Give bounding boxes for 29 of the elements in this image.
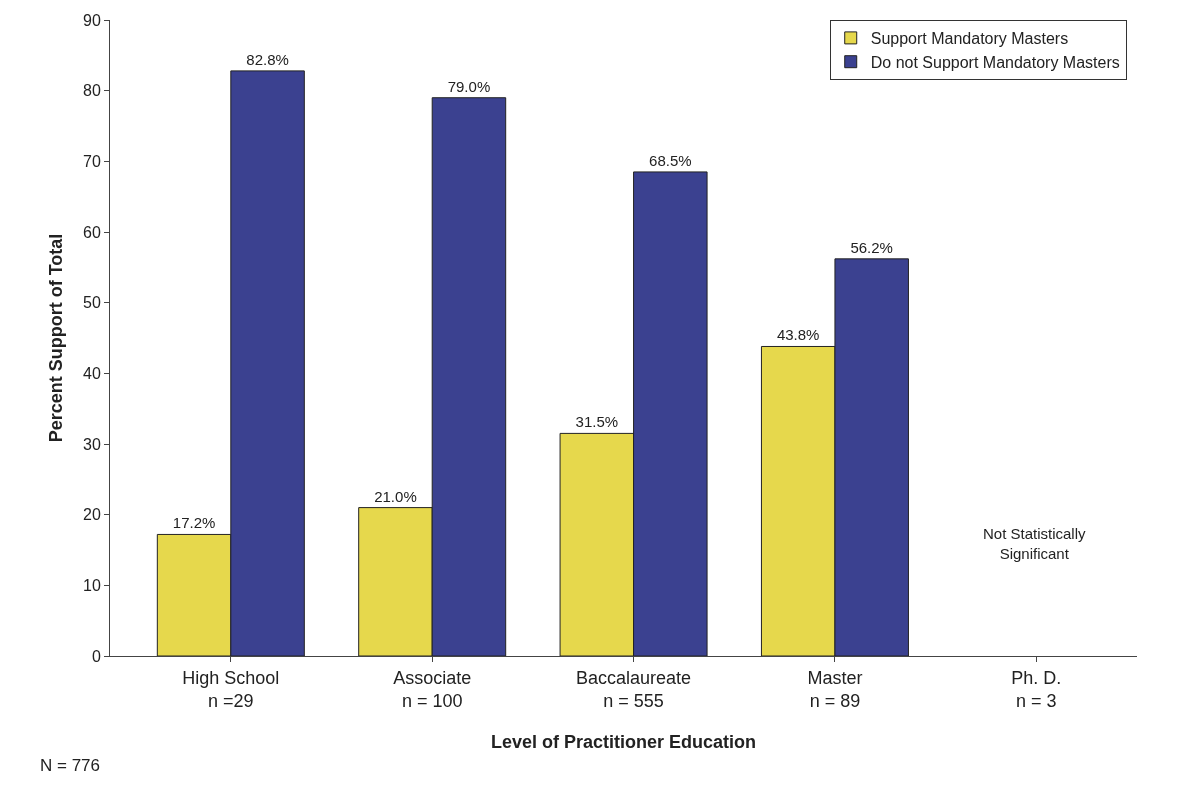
y-tick-label: 60 — [83, 223, 101, 241]
y-tick-label: 80 — [83, 82, 101, 100]
data-label: 82.8% — [246, 50, 289, 68]
x-axis-title: Level of Practitioner Education — [490, 732, 757, 753]
data-label: 79.0% — [447, 77, 491, 95]
text: N = 776 — [40, 756, 101, 775]
x-tick-label: Master n = 89 — [807, 667, 863, 711]
data-label: 43.8% — [776, 326, 820, 344]
x-tick-label: Baccalaureate n = 555 — [576, 667, 692, 711]
annotation: Not Statistically Significant — [983, 525, 1087, 562]
x-tick-label: Ph. D. n = 3 — [1011, 667, 1062, 711]
y-tick-label: 70 — [83, 152, 101, 170]
y-tick-label: 90 — [83, 11, 101, 29]
y-tick-label: 0 — [91, 647, 101, 665]
legend-label: Support Mandatory Masters — [870, 30, 1069, 48]
data-label: 31.5% — [575, 413, 619, 431]
y-tick-label: 10 — [83, 576, 101, 594]
x-tick-label: Associate n = 100 — [393, 667, 472, 711]
data-label: 68.5% — [649, 151, 692, 169]
data-label: 21.0% — [374, 487, 417, 505]
y-axis-title: Percent Support of Total — [46, 233, 67, 443]
data-label: 56.2% — [850, 238, 893, 256]
y-tick-label: 40 — [83, 364, 101, 382]
x-tick-label: High School n =29 — [182, 667, 280, 711]
legend-label: Do not Support Mandatory Masters — [870, 53, 1120, 71]
data-label: 17.2% — [172, 514, 216, 532]
y-tick-label: 50 — [83, 294, 101, 312]
y-tick-label: 30 — [83, 435, 101, 453]
y-tick-label: 20 — [83, 506, 101, 524]
